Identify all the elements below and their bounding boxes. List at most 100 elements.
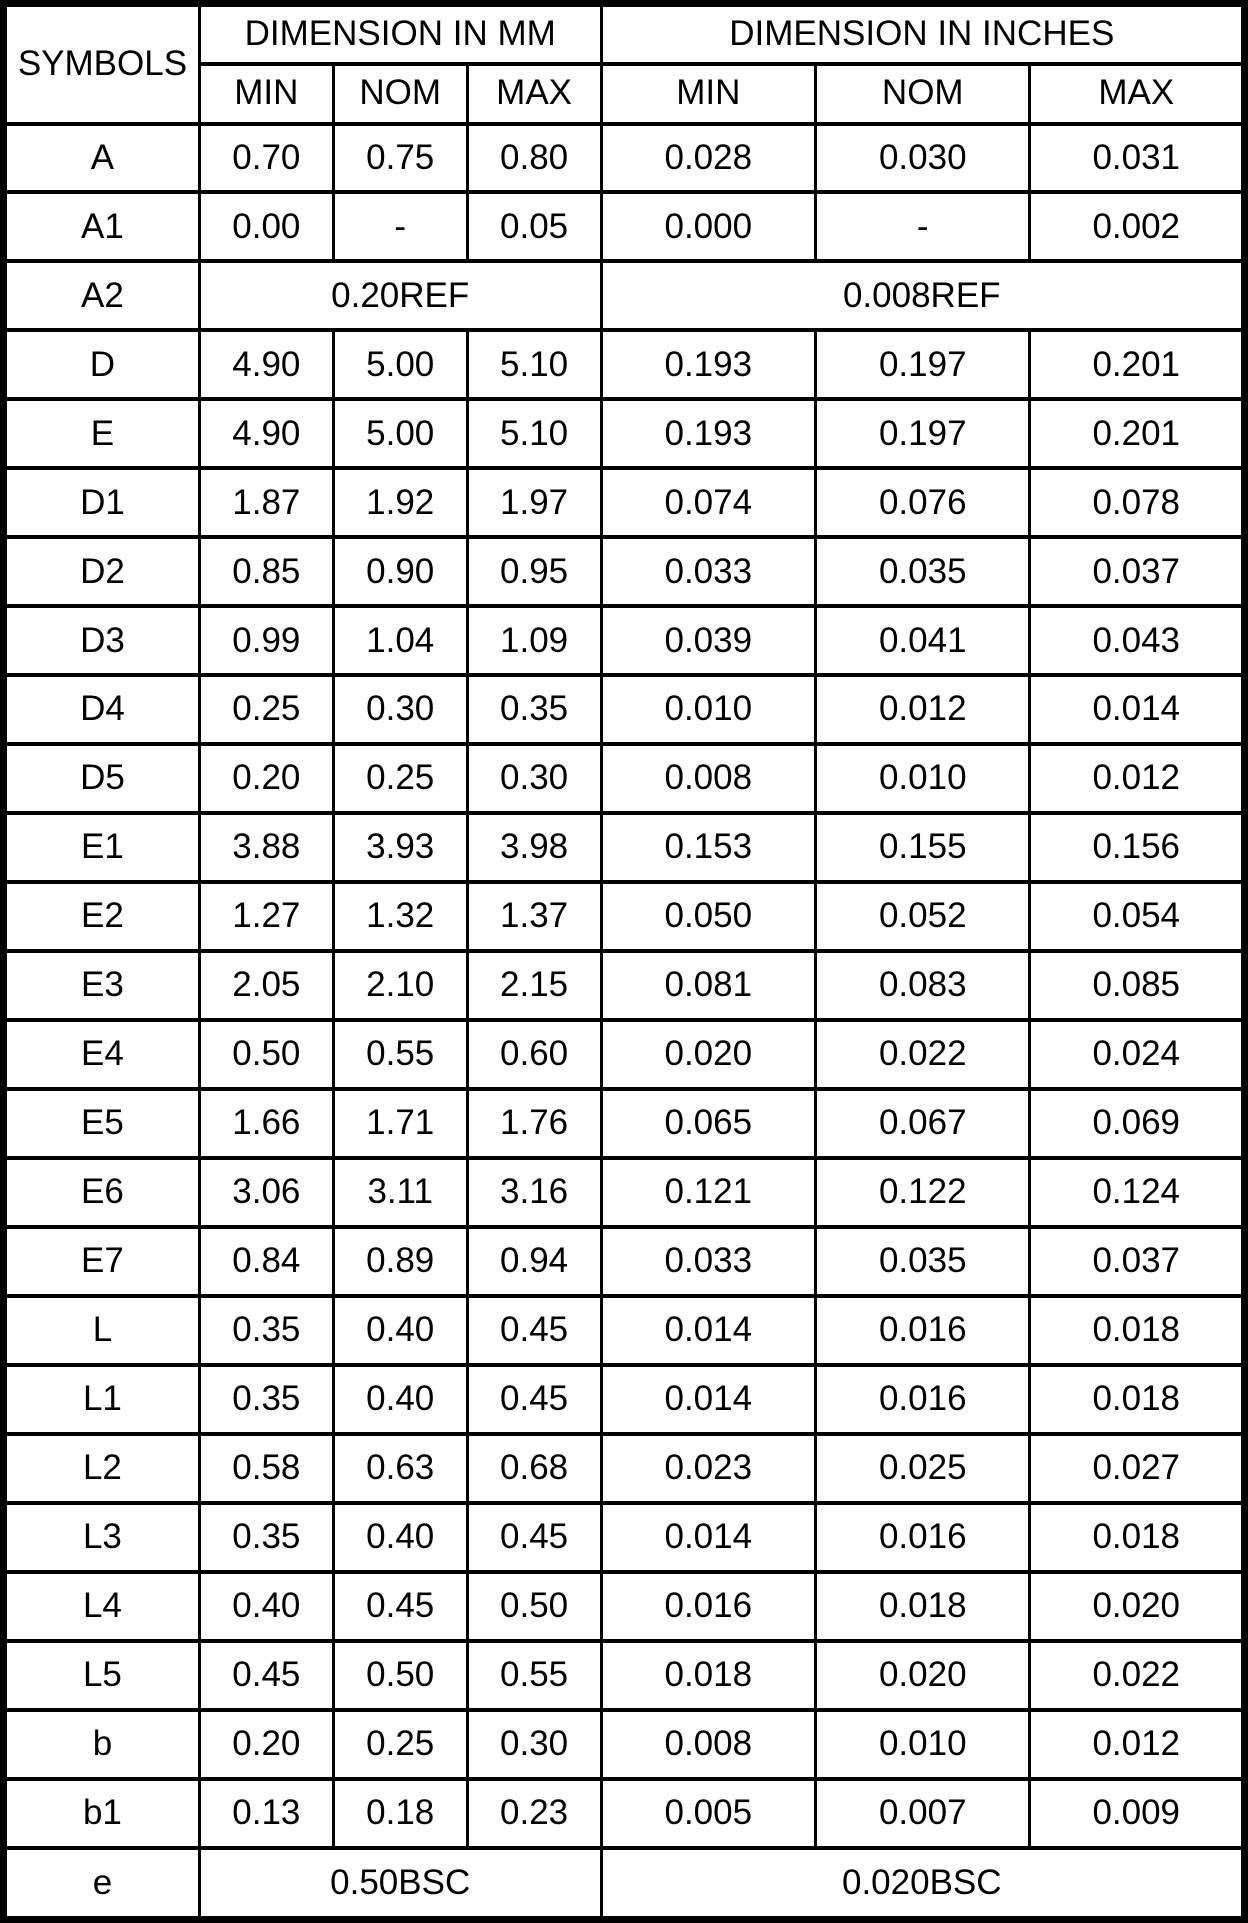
mm-value-cell: 0.25 <box>331 1707 469 1781</box>
symbol-cell: b1 <box>2 1776 201 1850</box>
mm-value-cell: 0.40 <box>197 1569 335 1643</box>
inches-value-cell: 0.197 <box>814 397 1032 471</box>
inches-value-cell: 0.022 <box>814 1018 1032 1092</box>
inches-value-cell: 0.153 <box>599 811 818 885</box>
symbol-cell: E4 <box>2 1018 201 1092</box>
table-body: A 0.70 0.75 0.80 0.028 0.030 0.031 A1 0.00-0.05 0… <box>2 121 1247 1922</box>
inches-value-cell: 0.020 <box>814 1638 1032 1712</box>
inches-value-cell: 0.035 <box>814 1225 1032 1298</box>
symbol-cell: L4 <box>2 1569 201 1643</box>
inches-value-cell: 0.052 <box>814 880 1032 954</box>
mm-value-cell: 0.63 <box>331 1431 469 1505</box>
mm-value-cell: 0.55 <box>465 1638 603 1712</box>
mm-value-cell: 0.45 <box>465 1500 603 1574</box>
mm-value-cell: 0.00 <box>197 190 335 264</box>
mm-value-cell: 1.09 <box>465 604 603 678</box>
table-row: A2 0.20REF 0.008REF <box>2 259 1247 333</box>
inches-value-cell: 0.020 <box>1028 1569 1246 1643</box>
inches-value-cell: 0.031 <box>1028 121 1246 195</box>
symbol-cell: L3 <box>2 1500 201 1574</box>
inches-value-cell: 0.005 <box>599 1776 818 1850</box>
mm-value-cell: 0.80 <box>465 121 603 195</box>
inches-value-cell: 0.010 <box>814 742 1032 816</box>
symbol-cell: L5 <box>2 1638 201 1712</box>
mm-value-cell: 0.30 <box>465 1707 603 1781</box>
inches-value-cell: 0.018 <box>599 1638 818 1712</box>
header-inches-nom: NOM <box>814 61 1032 126</box>
inches-value-cell: 0.193 <box>599 397 818 471</box>
mm-value-cell: 0.50 <box>465 1569 603 1643</box>
inches-value-cell: 0.050 <box>599 880 818 954</box>
symbol-cell: A1 <box>2 190 201 264</box>
header-symbols: SYMBOLS <box>2 1 201 126</box>
table-row: e 0.50BSC 0.020BSC <box>2 1845 1247 1922</box>
inches-value-cell: 0.083 <box>814 949 1032 1023</box>
mm-value-cell: 3.93 <box>331 811 469 885</box>
mm-value-cell: 0.40 <box>331 1293 469 1367</box>
mm-value-cell: 0.95 <box>465 535 603 609</box>
mm-value-cell: 0.45 <box>465 1293 603 1367</box>
mm-value-cell: - <box>331 190 469 264</box>
table-row: L5 0.45 0.50 0.55 0.018 0.020 0.022 <box>2 1638 1246 1712</box>
inches-value-cell: 0.012 <box>1028 742 1246 816</box>
symbol-cell: E1 <box>2 811 201 885</box>
header-mm-nom: NOM <box>331 61 469 126</box>
mm-value-cell: 0.40 <box>331 1500 469 1574</box>
mm-value-cell: 1.04 <box>331 604 469 678</box>
symbol-cell: E7 <box>2 1225 201 1298</box>
inches-value-cell: 0.002 <box>1028 190 1246 264</box>
inches-value-cell: 0.023 <box>599 1431 818 1505</box>
mm-value-cell: 0.23 <box>465 1776 603 1850</box>
symbol-cell: D4 <box>2 673 201 747</box>
mm-value-cell: 0.25 <box>331 742 469 816</box>
mm-value-cell: 0.85 <box>197 535 335 609</box>
mm-value-cell: 0.35 <box>465 673 603 747</box>
inches-value-cell: 0.037 <box>1028 1225 1246 1298</box>
inches-value-cell: 0.014 <box>599 1362 818 1436</box>
table-row: L 0.35 0.40 0.45 0.014 0.016 0.018 <box>2 1293 1246 1367</box>
symbol-cell: E6 <box>2 1156 201 1229</box>
mm-value-cell: 0.13 <box>197 1776 335 1850</box>
mm-value-cell: 4.90 <box>197 328 335 402</box>
mm-value-cell: 0.30 <box>331 673 469 747</box>
inches-value-cell: - <box>814 190 1032 264</box>
table-header: SYMBOLS DIMENSION IN MM DIMENSION IN INC… <box>2 1 1247 126</box>
symbol-cell: D <box>2 328 201 402</box>
table-row: E7 0.84 0.89 0.94 0.033 0.035 0.037 <box>2 1225 1246 1298</box>
symbol-cell: L1 <box>2 1362 201 1436</box>
inches-value-cell: 0.122 <box>814 1156 1032 1229</box>
mm-value-cell: 0.20 <box>197 742 335 816</box>
symbol-cell: e <box>2 1845 201 1922</box>
mm-value-cell: 1.66 <box>197 1087 335 1161</box>
inches-value-cell: 0.054 <box>1028 880 1246 954</box>
inches-value-cell: 0.028 <box>599 121 818 195</box>
mm-value-cell: 3.06 <box>197 1156 335 1229</box>
mm-value-cell: 1.87 <box>197 466 335 540</box>
inches-value-cell: 0.041 <box>814 604 1032 678</box>
mm-value-cell: 0.45 <box>197 1638 335 1712</box>
symbol-cell: b <box>2 1707 201 1781</box>
mm-value-cell: 0.84 <box>197 1225 335 1298</box>
mm-value-cell: 0.35 <box>197 1362 335 1436</box>
mm-value-cell: 0.90 <box>331 535 469 609</box>
inches-value-cell: 0.085 <box>1028 949 1246 1023</box>
mm-value-cell: 3.16 <box>465 1156 603 1229</box>
inches-value-cell: 0.033 <box>599 535 818 609</box>
mm-value-cell: 0.60 <box>465 1018 603 1092</box>
mm-value-cell: 0.45 <box>465 1362 603 1436</box>
inches-value-cell: 0.043 <box>1028 604 1246 678</box>
inches-value-cell: 0.037 <box>1028 535 1246 609</box>
inches-value-cell: 0.022 <box>1028 1638 1246 1712</box>
inches-value-cell: 0.009 <box>1028 1776 1246 1850</box>
inches-value-cell: 0.069 <box>1028 1087 1246 1161</box>
inches-value-cell: 0.076 <box>814 466 1032 540</box>
inches-value-cell: 0.074 <box>599 466 818 540</box>
table-row: L1 0.35 0.40 0.45 0.014 0.016 0.018 <box>2 1362 1246 1436</box>
inches-value-cell: 0.197 <box>814 328 1032 402</box>
table-row: E3 2.05 2.10 2.15 0.081 0.083 0.085 <box>2 949 1246 1023</box>
mm-value-cell: 1.37 <box>465 880 603 954</box>
table-row: D2 0.85 0.90 0.95 0.033 0.035 0.037 <box>2 535 1246 609</box>
table-row: D5 0.20 0.25 0.30 0.008 0.010 0.012 <box>2 742 1246 816</box>
symbol-cell: D3 <box>2 604 201 678</box>
table-row: E4 0.50 0.55 0.60 0.020 0.022 0.024 <box>2 1018 1246 1092</box>
